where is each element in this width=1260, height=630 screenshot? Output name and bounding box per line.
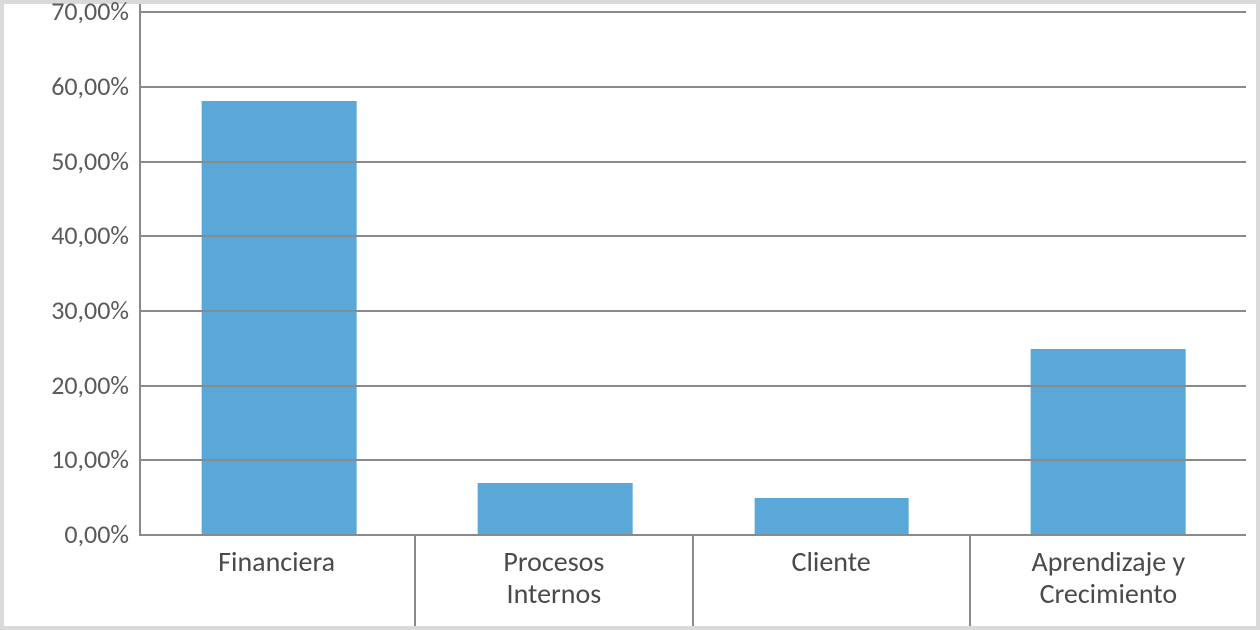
bars-layer — [141, 4, 1246, 534]
x-tick-slot: Financiera — [139, 536, 416, 626]
bar-slot — [694, 4, 970, 534]
bar-chart: 0,00% 10,00% 20,00% 30,00% 40,00% 50,00% 60,00… — [0, 0, 1260, 630]
bar — [1031, 349, 1186, 534]
y-tick-label: 0,00% — [64, 518, 129, 550]
x-tick-slot: ProcesosInternos — [416, 536, 693, 626]
grid-line — [141, 310, 1246, 312]
bar-slot — [417, 4, 693, 534]
bar — [202, 101, 357, 534]
grid-line — [141, 161, 1246, 163]
grid-line — [141, 235, 1246, 237]
x-axis-label-line1: Procesos — [422, 546, 685, 578]
y-tick-label: 20,00% — [51, 369, 129, 401]
x-axis-label-line1: Aprendizaje y — [977, 546, 1240, 578]
x-axis-label: Cliente — [694, 546, 969, 578]
grid-line — [141, 86, 1246, 88]
grid-line — [141, 385, 1246, 387]
x-axis-label-line1: Financiera — [145, 546, 408, 578]
y-tick-label: 30,00% — [51, 294, 129, 326]
y-axis: 0,00%10,00%20,00%30,00%40,00%50,00%60,00… — [4, 4, 139, 534]
x-axis-label-line2: Crecimiento — [977, 578, 1240, 610]
bar-slot — [970, 4, 1246, 534]
x-axis-label: ProcesosInternos — [416, 546, 691, 610]
x-axis-label-line2: Internos — [422, 578, 685, 610]
y-tick-label: 60,00% — [51, 70, 129, 102]
x-tick-slot: Aprendizaje yCrecimiento — [971, 536, 1246, 626]
bar — [478, 483, 633, 534]
y-tick-label: 10,00% — [51, 443, 129, 475]
y-tick-label: 70,00% — [51, 0, 129, 27]
y-tick-label: 40,00% — [51, 219, 129, 251]
grid-line — [141, 459, 1246, 461]
y-tick-label: 50,00% — [51, 145, 129, 177]
x-axis-label: Financiera — [139, 546, 414, 578]
x-axis: FinancieraProcesosInternosClienteAprendi… — [139, 536, 1246, 626]
grid-line — [141, 11, 1246, 13]
x-axis-label-line1: Cliente — [700, 546, 963, 578]
x-tick-slot: Cliente — [694, 536, 971, 626]
bar — [754, 498, 909, 534]
bar-slot — [141, 4, 417, 534]
x-axis-label: Aprendizaje yCrecimiento — [971, 546, 1246, 610]
plot-area — [139, 4, 1246, 536]
